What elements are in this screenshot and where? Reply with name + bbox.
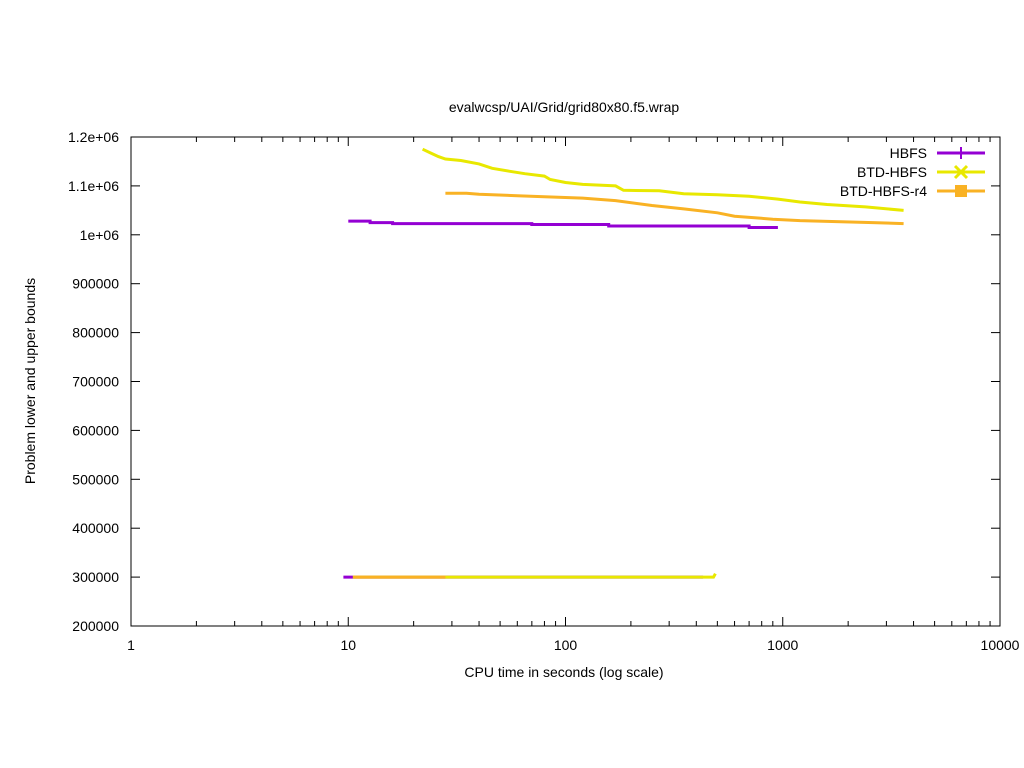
- x-axis-label: CPU time in seconds (log scale): [464, 664, 663, 680]
- y-tick-label: 1.2e+06: [68, 129, 119, 145]
- legend-label-btd-hbfs: BTD-HBFS: [857, 164, 927, 180]
- x-tick-label: 1000: [767, 637, 798, 653]
- legend-marker-btd-hbfs: [953, 164, 969, 180]
- y-tick-label: 1e+06: [80, 227, 120, 243]
- legend: HBFS BTD-HBFS BTD-HBFS-r4: [840, 145, 985, 199]
- y-tick-label: 700000: [72, 374, 119, 390]
- y-tick-label: 600000: [72, 422, 119, 438]
- series-layer: [343, 147, 904, 579]
- legend-marker-hbfs: [955, 147, 967, 159]
- y-tick-label: 200000: [72, 618, 119, 634]
- y-axis-label: Problem lower and upper bounds: [22, 278, 38, 484]
- series-btd-hbfs-lower-bound: [352, 572, 717, 579]
- chart-title: evalwcsp/UAI/Grid/grid80x80.f5.wrap: [449, 99, 680, 115]
- y-tick-label: 800000: [72, 325, 119, 341]
- plot-frame: [130, 136, 1001, 627]
- series-btd-hbfs-upper-bound: [421, 147, 904, 212]
- x-tick-label: 1: [127, 637, 135, 653]
- axis-ticks: 1 10 100 1000 10000 200000 300000 400000 500000 6…: [68, 129, 1020, 653]
- x-tick-label: 100: [554, 637, 578, 653]
- series-btd-hbfs-r4-upper-bound: [445, 191, 904, 226]
- y-tick-label: 900000: [72, 276, 119, 292]
- y-tick-label: 1.1e+06: [68, 178, 119, 194]
- legend-marker-btd-hbfs-r4: [955, 185, 967, 197]
- x-tick-label: 10: [340, 637, 356, 653]
- series-hbfs-upper-bound: [348, 219, 778, 229]
- y-tick-label: 400000: [72, 520, 119, 536]
- y-tick-label: 300000: [72, 569, 119, 585]
- legend-label-btd-hbfs-r4: BTD-HBFS-r4: [840, 183, 927, 199]
- x-tick-label: 10000: [981, 637, 1020, 653]
- y-tick-label: 500000: [72, 471, 119, 487]
- legend-label-hbfs: HBFS: [890, 145, 927, 161]
